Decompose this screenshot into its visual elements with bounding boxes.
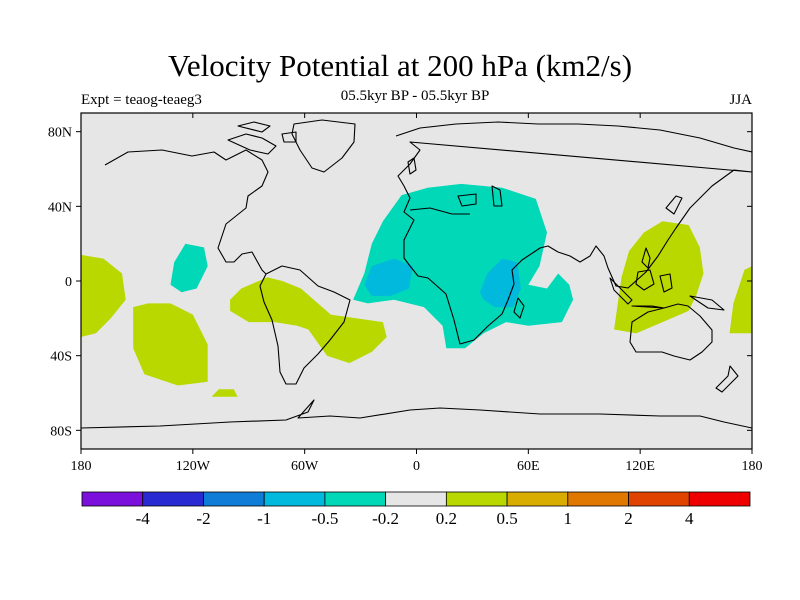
lat-tick-label: 80S [50, 424, 72, 439]
region-east-africa-negative-core [479, 258, 521, 308]
lat-tick-label: 40N [48, 200, 72, 215]
region-africa-middle-east-negative [353, 183, 574, 349]
map-subtitle: 05.5kyr BP - 05.5kyr BP [340, 88, 490, 104]
colorbar-swatch [81, 491, 144, 507]
coast-new-zealand [715, 365, 739, 393]
region-southern-ocean-positive-patch [211, 389, 238, 397]
lon-tick-label: 60E [517, 459, 540, 474]
season-label: JJA [729, 92, 752, 108]
coast-madagascar [513, 297, 525, 319]
region-central-pacific-negative [170, 243, 208, 293]
coast-uk [407, 157, 417, 175]
coast-japan [665, 195, 683, 215]
latitude-axis: 80N 40N 0 40S 80S [48, 126, 752, 439]
colorbar: -4 -2 -1 -0.5 -0.2 0.2 0.5 1 2 4 [81, 491, 751, 528]
lat-tick-label: 40S [50, 350, 72, 365]
colorbar-label: 2 [624, 509, 633, 528]
lon-tick-label: 180 [71, 459, 92, 474]
colorbar-swatch [385, 491, 447, 507]
coast-indonesia [609, 269, 725, 311]
colorbar-swatch [263, 491, 326, 507]
region-dateline-west-positive [81, 254, 126, 337]
region-dateline-east-positive [729, 266, 752, 334]
colorbar-swatch [628, 491, 690, 507]
lon-tick-label: 120W [176, 459, 211, 474]
colorbar-label: 0.5 [496, 509, 517, 528]
colorbar-label: -1 [257, 509, 271, 528]
lat-tick-label: 80N [48, 126, 72, 141]
colorbar-swatch [324, 491, 387, 507]
colorbar-label: -0.2 [372, 509, 399, 528]
lon-tick-label: 0 [413, 459, 420, 474]
colorbar-swatch [506, 491, 569, 507]
coast-philippines [641, 247, 651, 269]
colorbar-label: 1 [564, 509, 573, 528]
lon-tick-label: 120E [625, 459, 655, 474]
colorbar-label: -2 [196, 509, 210, 528]
colorbar-swatch [142, 491, 204, 507]
coast-arctic-islands [227, 121, 297, 155]
coast-antarctica [81, 399, 752, 429]
contour-regions [81, 183, 752, 397]
colorbar-label: -4 [136, 509, 151, 528]
colorbar-swatch [445, 491, 508, 507]
colorbar-swatch [688, 491, 751, 507]
region-southeast-pacific-positive [230, 277, 387, 364]
lon-tick-label: 60W [291, 459, 319, 474]
colorbar-label: 0.2 [436, 509, 457, 528]
region-west-africa-negative-core [364, 258, 413, 296]
colorbar-label: -0.5 [311, 509, 338, 528]
lat-tick-label: 0 [65, 275, 72, 290]
longitude-axis: 180 120W 60W 0 60E 120E 180 [71, 113, 763, 474]
experiment-label: Expt = teaog-teaeg3 [81, 92, 202, 108]
lon-tick-label: 180 [742, 459, 763, 474]
region-south-pacific-positive [133, 303, 208, 386]
map-title: Velocity Potential at 200 hPa (km2/s) [167, 48, 633, 83]
coastlines [81, 119, 752, 429]
coast-north-america [104, 149, 269, 275]
coast-eurasia-africa [395, 121, 752, 345]
coast-australia [629, 303, 713, 361]
colorbar-swatch [203, 491, 265, 507]
coast-south-america [259, 265, 351, 385]
region-maritime-continent-positive [614, 221, 704, 334]
colorbar-label: 4 [685, 509, 694, 528]
colorbar-swatch [567, 491, 629, 507]
coast-inland-seas [409, 185, 503, 215]
